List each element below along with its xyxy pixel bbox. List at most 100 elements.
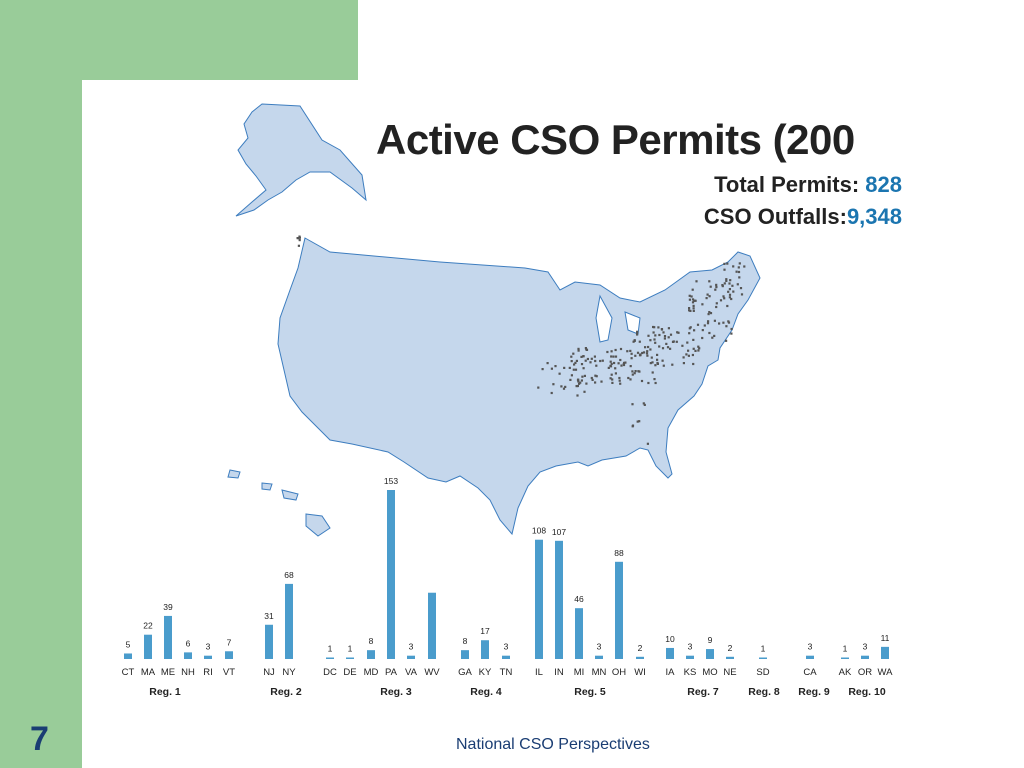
tick-label-ia: IA: [666, 667, 676, 678]
cso-marker: [634, 370, 637, 373]
cso-marker: [633, 372, 636, 375]
cso-marker: [725, 325, 728, 328]
cso-marker: [728, 282, 731, 285]
cso-marker: [722, 295, 725, 298]
bar-wv: [428, 592, 436, 659]
bar-dc: [326, 657, 334, 659]
cso-marker: [609, 364, 612, 367]
cso-marker: [646, 354, 649, 357]
footer-text: National CSO Perspectives: [456, 736, 650, 753]
cso-marker: [593, 355, 596, 358]
cso-marker: [611, 378, 614, 381]
cso-marker: [666, 346, 670, 349]
cso-marker: [636, 330, 639, 333]
cso-marker: [726, 304, 729, 308]
cso-marker: [663, 337, 666, 340]
data-label-ri: 3: [206, 642, 211, 652]
cso-marker: [731, 284, 734, 287]
cso-marker: [580, 355, 583, 358]
contiguous-us-shape: [277, 237, 761, 536]
bar-ky: [481, 640, 489, 659]
cso-marker: [688, 309, 691, 312]
data-label-mo: 9: [708, 635, 713, 645]
cso-marker: [727, 321, 731, 324]
cso-marker: [541, 368, 544, 371]
data-label-ks: 3: [688, 642, 693, 652]
cso-marker: [563, 366, 566, 369]
data-label-pa: 153: [384, 476, 398, 486]
cso-marker: [676, 331, 679, 334]
data-label-ct: 5: [126, 639, 131, 649]
tick-label-va: VA: [405, 667, 418, 678]
bar-ia: [666, 647, 674, 659]
bar-wa: [881, 646, 889, 659]
bar-pa: [387, 490, 395, 659]
tick-label-mi: MI: [574, 667, 585, 678]
bar-ks: [686, 655, 694, 659]
cso-marker: [736, 283, 739, 286]
cso-marker: [681, 344, 684, 347]
cso-marker: [590, 376, 593, 380]
tick-label-mo: MO: [702, 667, 717, 678]
cso-marker: [692, 347, 695, 350]
region-label-4: Reg. 4: [470, 686, 502, 698]
cso-marker: [740, 293, 744, 296]
cso-marker: [639, 353, 642, 356]
cso-marker: [614, 367, 617, 370]
cso-marker: [728, 288, 731, 291]
region-label-3: Reg. 3: [380, 686, 412, 698]
cso-marker: [573, 363, 576, 366]
cso-marker: [595, 375, 598, 378]
tick-label-ne: NE: [723, 667, 736, 678]
cso-marker: [708, 295, 711, 298]
cso-marker: [723, 282, 726, 285]
cso-marker: [560, 385, 563, 388]
bar-sd: [759, 657, 767, 659]
cso-marker: [633, 339, 636, 342]
cso-marker: [658, 345, 661, 348]
bar-me: [164, 615, 172, 659]
tick-label-wv: WV: [424, 667, 440, 678]
cso-marker: [675, 340, 678, 343]
cso-marker: [739, 287, 743, 290]
cso-marker: [730, 327, 733, 331]
cso-marker: [614, 348, 617, 352]
cso-marker: [594, 381, 597, 384]
cso-marker: [298, 236, 301, 239]
data-label-oh: 88: [614, 548, 624, 558]
cso-marker: [718, 322, 721, 325]
cso-marker: [687, 354, 690, 357]
tick-label-ky: KY: [479, 667, 492, 678]
cso-marker: [726, 262, 729, 265]
cso-marker: [570, 374, 573, 377]
cso-marker: [713, 319, 716, 322]
cso-marker: [626, 350, 629, 353]
bar-oh: [615, 561, 623, 659]
cso-marker: [701, 303, 704, 306]
bar-ma: [144, 634, 152, 659]
cso-marker: [629, 365, 632, 368]
cso-marker: [637, 370, 640, 373]
region-label-1: Reg. 1: [149, 686, 181, 698]
cso-marker: [697, 345, 700, 348]
region-label-7: Reg. 8: [748, 686, 780, 698]
cso-marker: [730, 332, 733, 335]
cso-marker: [652, 331, 655, 334]
cso-marker: [636, 420, 639, 423]
cso-marker: [667, 336, 670, 339]
cso-marker: [691, 298, 695, 301]
cso-marker: [606, 350, 609, 354]
cso-marker: [692, 362, 695, 366]
cso-marker: [624, 361, 627, 364]
cso-marker: [693, 329, 696, 332]
data-label-il: 108: [532, 526, 546, 536]
cso-marker: [577, 347, 580, 350]
cso-marker: [298, 235, 301, 238]
cso-marker: [732, 265, 735, 268]
cso-marker: [641, 351, 644, 355]
data-label-ca: 3: [808, 642, 813, 652]
bar-ga: [461, 650, 469, 659]
cso-marker: [714, 288, 717, 291]
bar-va: [407, 655, 415, 659]
cso-marker: [715, 286, 718, 289]
